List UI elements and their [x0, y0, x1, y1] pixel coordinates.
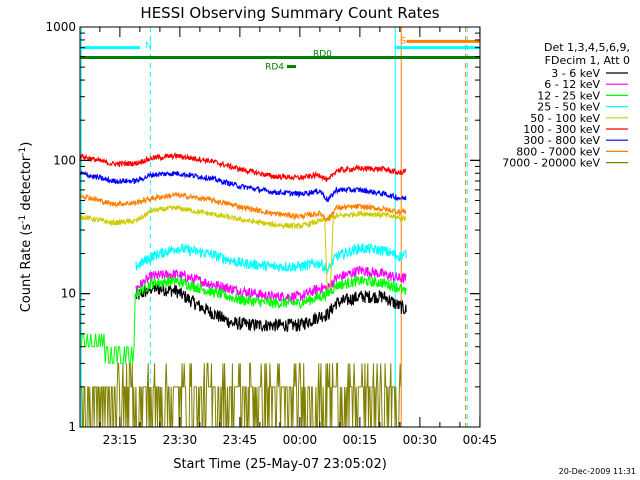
legend-label: 800 - 7000 keV — [516, 145, 600, 158]
plot-frame — [79, 26, 481, 428]
series-line-4 — [79, 203, 407, 230]
x-axis-label: Start Time (25-May-07 23:05:02) — [173, 457, 387, 472]
legend-label: 6 - 12 keV — [544, 78, 600, 91]
series-line-8 — [81, 362, 402, 428]
marker-label-s: S — [400, 36, 406, 46]
yellow-dip — [324, 219, 334, 289]
legend-title-line-2: FDecim 1, Att 0 — [545, 54, 630, 67]
x-tick-label: 23:15 — [103, 433, 138, 447]
legend-title-line-1: Det 1,3,4,5,6,9, — [544, 41, 630, 54]
series-line-0 — [135, 281, 407, 333]
legend-label: 12 - 25 keV — [537, 89, 600, 102]
axes: 1 10 100 1000 23:15 23:30 23:45 00:00 00:15 00:30… — [45, 20, 497, 447]
series-line-2 — [135, 274, 407, 310]
series-line-5 — [79, 152, 407, 183]
legend-label: 7000 - 20000 keV — [502, 157, 600, 170]
timestamp: 20-Dec-2009 11:31 — [559, 467, 636, 476]
x-tick-label: 23:45 — [223, 433, 258, 447]
marker-label-rd0: RD0 — [313, 50, 332, 60]
legend-label: 25 - 50 keV — [537, 101, 600, 114]
legend: Det 1,3,4,5,6,9, FDecim 1, Att 0 3 - 6 k… — [502, 41, 630, 170]
marker-label-n: N — [145, 42, 152, 52]
series-line-1 — [135, 265, 407, 304]
chart-title: HESSI Observing Summary Count Rates — [140, 4, 439, 22]
x-tick-label: 00:45 — [463, 433, 498, 447]
x-tick-label: 00:15 — [343, 433, 378, 447]
x-tick-label: 23:30 — [163, 433, 198, 447]
y-tick-label: 10 — [61, 287, 76, 301]
legend-label: 300 - 800 keV — [523, 134, 600, 147]
legend-label: 3 - 6 keV — [551, 67, 600, 80]
y-tick-label: 100 — [53, 153, 76, 167]
series-lines — [79, 152, 407, 428]
series-line-7 — [79, 191, 407, 223]
series-line-6 — [79, 170, 407, 203]
marker-label-rd4: RD4 — [265, 63, 284, 73]
y-tick-label: 1 — [68, 420, 76, 434]
y-axis-label: Count Rate (s-1 detector-1) — [18, 142, 34, 313]
annotation-layer: N S RD0 RD4 — [80, 36, 480, 73]
event-markers — [80, 27, 468, 427]
y-tick-label: 1000 — [45, 20, 76, 34]
series-line-3 — [135, 242, 407, 275]
legend-label: 50 - 100 keV — [530, 112, 600, 125]
green-early-segment — [80, 293, 136, 364]
x-tick-label: 00:00 — [283, 433, 318, 447]
legend-label: 100 - 300 keV — [523, 123, 600, 136]
x-tick-label: 00:30 — [403, 433, 438, 447]
